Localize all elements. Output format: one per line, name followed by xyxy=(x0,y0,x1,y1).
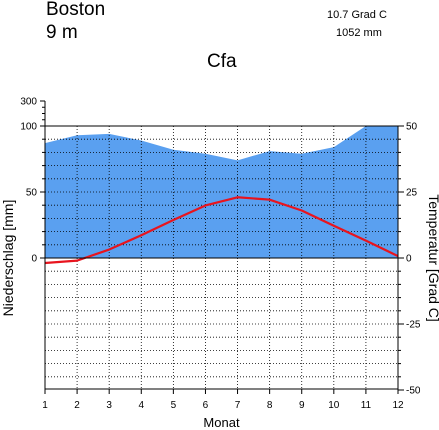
left-tick-label: 0 xyxy=(31,254,37,265)
precipitation-area-layer xyxy=(45,126,398,258)
x-tick-label: 6 xyxy=(203,400,209,411)
x-tick-label: 8 xyxy=(267,400,273,411)
axis-layer xyxy=(40,100,404,394)
mean-temperature: 10.7 Grad C xyxy=(327,9,387,21)
x-tick-label: 11 xyxy=(361,400,372,411)
right-tick-label: -25 xyxy=(406,320,421,331)
temperature-line xyxy=(44,196,399,265)
y-axis-label-right: Temperatur [Grad C] xyxy=(426,194,439,322)
x-tick-label: 1 xyxy=(42,400,48,411)
x-tick-label: 9 xyxy=(299,400,305,411)
x-axis-label: Monat xyxy=(203,415,240,430)
station-elevation: 9 m xyxy=(46,22,78,43)
right-tick-label: 50 xyxy=(406,122,418,133)
climate-class: Cfa xyxy=(207,51,237,72)
x-tick-label: 4 xyxy=(138,400,144,411)
left-tick-label: 50 xyxy=(26,188,38,199)
annual-precipitation: 1052 mm xyxy=(336,27,382,39)
right-tick-label: 25 xyxy=(406,188,418,199)
right-tick-label: 0 xyxy=(406,254,412,265)
x-tick-label: 12 xyxy=(392,400,404,411)
station-name: Boston xyxy=(46,0,106,20)
precipitation-area xyxy=(45,126,398,258)
x-tick-label: 10 xyxy=(328,400,340,411)
y-axis-label-left: Niederschlag [mm] xyxy=(0,200,16,317)
temperature-line-layer xyxy=(44,196,399,265)
left-tick-label: 300 xyxy=(20,97,37,108)
x-tick-label: 5 xyxy=(171,400,177,411)
left-tick-label: 100 xyxy=(20,122,37,133)
x-tick-label: 3 xyxy=(106,400,112,411)
x-tick-label: 2 xyxy=(74,400,80,411)
x-tick-label: 7 xyxy=(235,400,241,411)
right-tick-label: -50 xyxy=(406,386,421,397)
grid-layer xyxy=(45,126,398,389)
